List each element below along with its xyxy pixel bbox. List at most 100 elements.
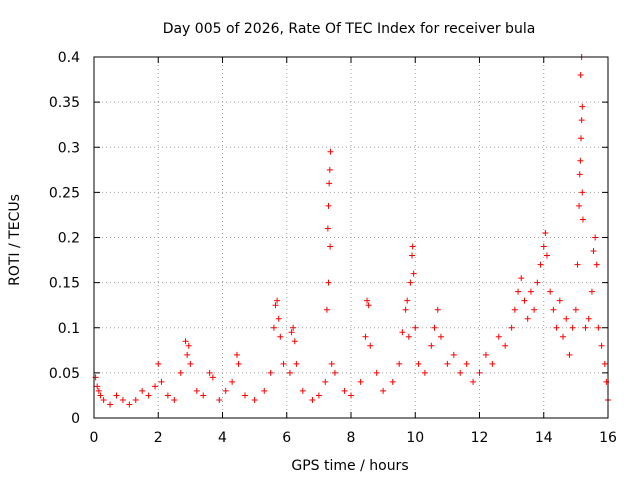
y-tick-label: 0.05 xyxy=(49,366,80,382)
data-point xyxy=(288,329,295,336)
data-point xyxy=(534,279,541,286)
data-point xyxy=(444,360,451,367)
data-point xyxy=(119,396,126,403)
data-point xyxy=(593,261,600,268)
data-point xyxy=(274,297,281,304)
data-point xyxy=(286,369,293,376)
data-point xyxy=(428,342,435,349)
data-point xyxy=(537,261,544,268)
data-point xyxy=(235,360,242,367)
data-point xyxy=(327,148,334,155)
x-axis-title: GPS time / hours xyxy=(291,458,408,474)
data-point xyxy=(241,392,248,399)
x-tick-label: 6 xyxy=(282,430,291,446)
data-point xyxy=(200,392,207,399)
data-point xyxy=(164,392,171,399)
data-point xyxy=(348,392,354,399)
data-point xyxy=(431,324,438,331)
data-point xyxy=(540,243,547,250)
data-point xyxy=(527,288,534,295)
data-point xyxy=(177,369,184,376)
data-point xyxy=(476,369,483,376)
data-point xyxy=(222,387,229,394)
data-point xyxy=(229,378,236,385)
data-point xyxy=(508,324,515,331)
data-point xyxy=(275,315,282,322)
data-point xyxy=(291,338,298,345)
data-point xyxy=(577,157,584,164)
data-point xyxy=(380,387,387,394)
data-point xyxy=(569,324,576,331)
data-point xyxy=(410,270,417,277)
data-point xyxy=(341,387,348,394)
data-point xyxy=(415,360,422,367)
y-tick-label: 0.1 xyxy=(58,321,80,337)
data-point xyxy=(531,306,538,313)
data-point xyxy=(324,225,331,232)
data-point xyxy=(524,315,531,322)
data-point xyxy=(553,324,560,331)
data-point xyxy=(315,392,322,399)
data-point xyxy=(572,306,579,313)
data-point xyxy=(489,360,496,367)
data-point xyxy=(233,351,240,358)
data-point xyxy=(518,275,525,282)
data-point xyxy=(132,396,139,403)
data-point xyxy=(185,342,192,349)
data-point xyxy=(578,117,585,124)
data-point xyxy=(396,360,403,367)
data-point xyxy=(521,297,528,304)
data-point xyxy=(328,360,335,367)
grid xyxy=(94,57,608,418)
data-point xyxy=(107,401,114,408)
data-point xyxy=(590,248,597,255)
data-point xyxy=(158,378,165,385)
data-point xyxy=(402,306,409,313)
data-point xyxy=(560,333,567,340)
data-point xyxy=(601,360,608,367)
data-point xyxy=(113,392,120,399)
data-point xyxy=(100,396,107,403)
data-point xyxy=(272,302,279,309)
data-point xyxy=(270,324,277,331)
data-point xyxy=(409,243,416,250)
data-point xyxy=(389,378,396,385)
data-point xyxy=(171,396,178,403)
data-point xyxy=(216,396,223,403)
data-point xyxy=(404,297,411,304)
plot-frame xyxy=(93,56,609,419)
data-point xyxy=(437,333,444,340)
data-point xyxy=(592,234,599,241)
data-point xyxy=(515,288,522,295)
data-point xyxy=(323,306,330,313)
data-point xyxy=(325,202,332,209)
data-point xyxy=(251,396,258,403)
data-point xyxy=(326,180,333,187)
data-point xyxy=(126,401,133,408)
data-point xyxy=(267,369,274,376)
data-points xyxy=(92,54,611,408)
data-point xyxy=(502,342,509,349)
axis-ticks: 0 2 4 6 8 10 12 14 16 0 0.05 0.1 0.15 0.2 0.25 0.3 0.35 0… xyxy=(49,50,617,446)
data-point xyxy=(299,387,306,394)
data-point xyxy=(547,288,554,295)
data-point xyxy=(187,360,194,367)
data-point xyxy=(182,338,189,345)
x-tick-label: 4 xyxy=(218,430,227,446)
y-tick-label: 0.3 xyxy=(58,140,80,156)
data-point xyxy=(331,369,338,376)
data-point xyxy=(450,351,457,358)
data-point xyxy=(405,333,412,340)
data-point xyxy=(139,387,146,394)
data-point xyxy=(293,360,300,367)
data-point xyxy=(193,387,200,394)
data-point xyxy=(152,383,159,390)
chart-title: Day 005 of 2026, Rate Of TEC Index for r… xyxy=(163,21,536,37)
data-point xyxy=(578,135,585,142)
data-point xyxy=(364,297,371,304)
data-point xyxy=(595,324,602,331)
data-point xyxy=(309,396,316,403)
x-tick-label: 8 xyxy=(347,430,356,446)
data-point xyxy=(357,378,364,385)
data-point xyxy=(550,306,557,313)
